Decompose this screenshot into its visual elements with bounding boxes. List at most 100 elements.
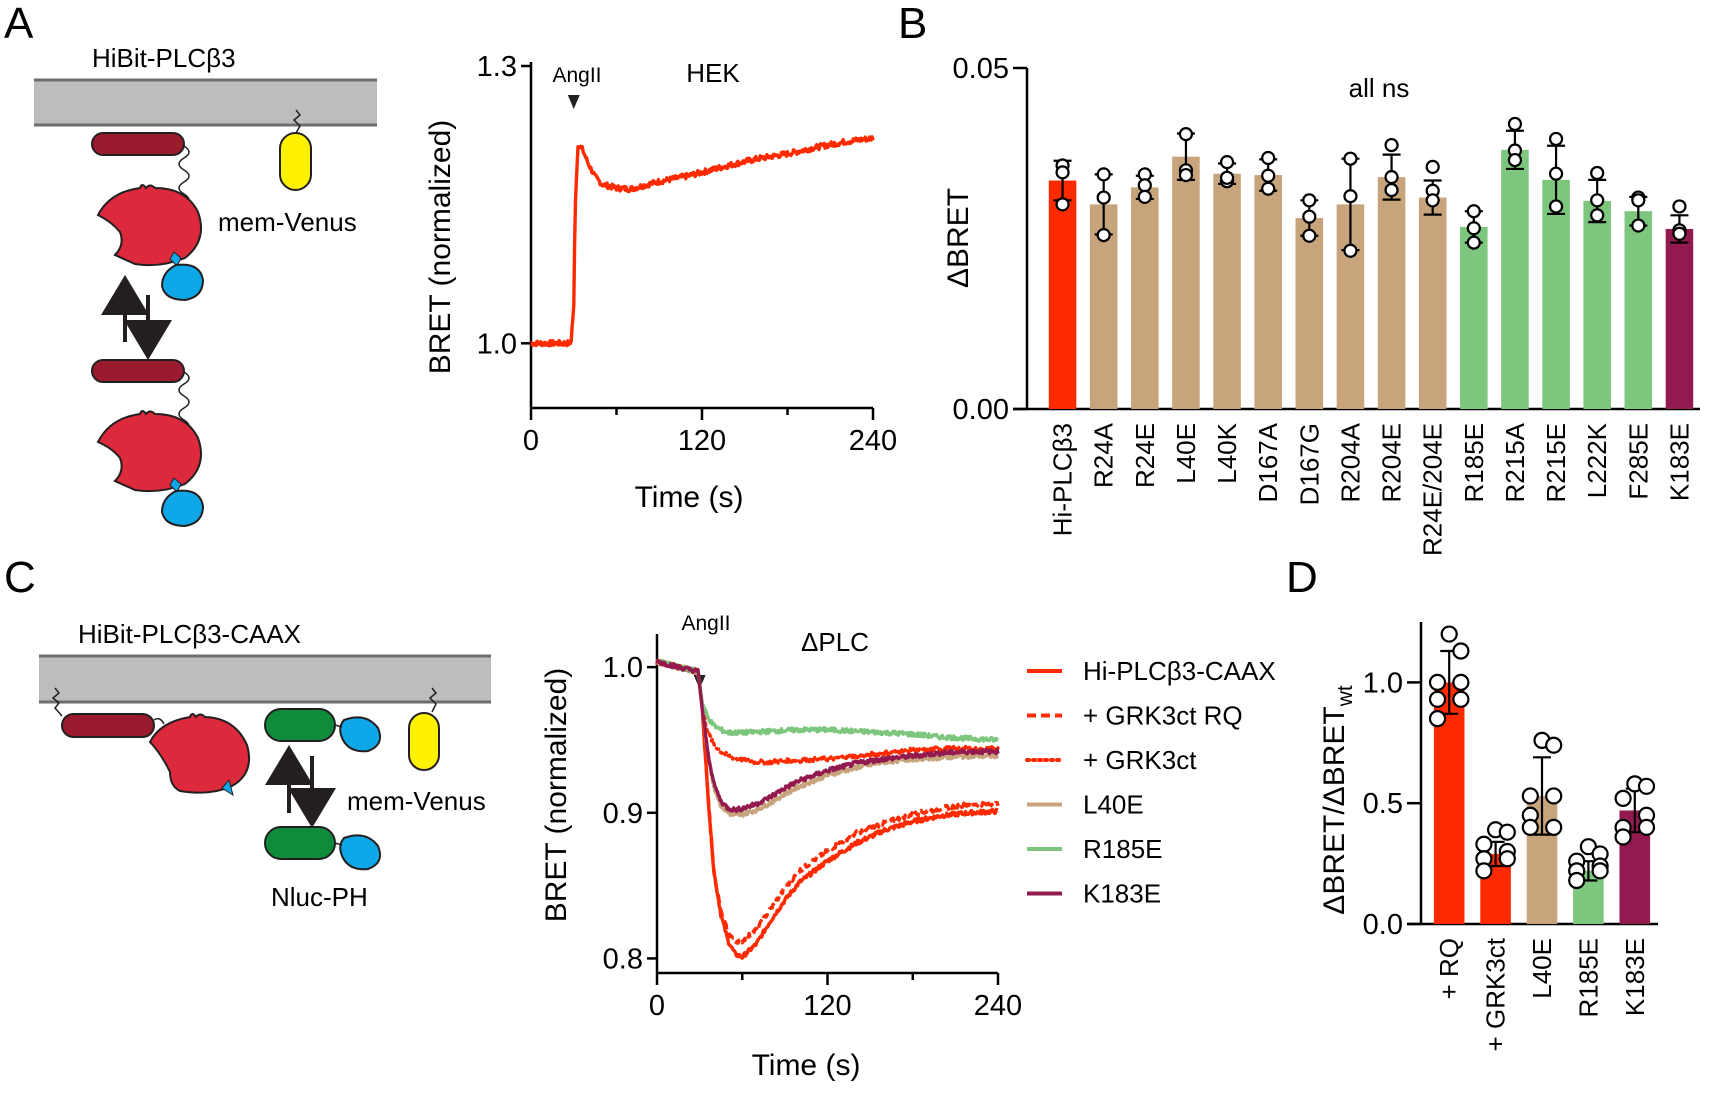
x-category-label: R204A	[1335, 422, 1365, 502]
data-point	[1428, 710, 1447, 728]
membrane-a	[34, 78, 377, 127]
data-point	[1545, 787, 1563, 805]
panel-letter-b: B	[898, 0, 927, 48]
legend-label: R185E	[1083, 834, 1163, 864]
data-point	[1631, 218, 1646, 233]
plc-linker-domain-icon	[61, 713, 155, 738]
plot-area	[1048, 116, 1694, 409]
data-point	[1055, 197, 1070, 212]
data-point	[1498, 850, 1516, 868]
x-tick-label: 0	[649, 990, 665, 1022]
x-tick-label: 240	[974, 990, 1022, 1022]
legend-label: L40E	[1083, 790, 1144, 820]
x-category-label: R185E	[1459, 423, 1489, 503]
data-point	[1614, 789, 1632, 807]
panel-letter-c: C	[4, 553, 36, 602]
data-point	[1425, 193, 1440, 208]
data-point	[1343, 189, 1358, 204]
data-point	[1498, 823, 1516, 841]
data-point	[1591, 862, 1609, 880]
x-category-label: F285E	[1623, 423, 1653, 500]
y-tick-label: 1.0	[1363, 667, 1403, 699]
data-point	[1614, 828, 1632, 846]
x-category-label: D167A	[1253, 422, 1283, 502]
data-point	[1548, 166, 1564, 181]
legend-label: + GRK3ct	[1083, 745, 1197, 775]
data-point	[1428, 690, 1447, 708]
data-point	[1219, 170, 1235, 185]
lipid-anchor-venus-c	[428, 687, 438, 713]
y-axis-label: ΔBRET	[942, 188, 975, 288]
data-point	[1302, 228, 1317, 243]
data-point	[1096, 190, 1111, 205]
panel-c: C HiBit-PLCβ3-CAAX Nluc-PH mem-Venus	[4, 553, 491, 912]
lipid-anchor-venus-a	[292, 109, 302, 134]
y-axis-label-subscript: wt	[1334, 685, 1357, 707]
panel-a-chart: BRET (normalized) Time (s) AngII HEK 1.0…	[424, 51, 897, 514]
data-point	[1302, 209, 1317, 224]
data-point	[1631, 193, 1646, 208]
data-point	[1672, 199, 1687, 214]
data-point	[1507, 152, 1523, 168]
data-point	[1096, 167, 1111, 182]
series-line-r185e	[655, 658, 1000, 743]
axes: 0.0 0.5 1.0 + RQ + GRK3ct L40E R185E K183E	[1363, 622, 1658, 1051]
x-category-label: D167G	[1294, 423, 1324, 505]
bar	[1501, 149, 1529, 409]
venus-icon	[408, 712, 440, 771]
y-axis-label-main: ΔBRET/ΔBRET	[1318, 706, 1351, 914]
series-line-hibit-plc-3	[530, 135, 875, 348]
construct-label-a: HiBit-PLCβ3	[92, 43, 236, 73]
data-point	[1452, 642, 1470, 660]
legend-label: K183E	[1083, 879, 1161, 909]
x-category-label: K183E	[1620, 938, 1650, 1016]
series-line-k183e	[655, 658, 1000, 814]
bar	[1172, 156, 1200, 409]
caax-lipid-anchor	[51, 687, 63, 717]
x-tick-label: 240	[849, 425, 897, 457]
panel-b-chart: B ΔBRET all ns 0.00 0.05 Hi-PLCβ3 R24A R24E L…	[898, 0, 1700, 556]
bar	[1665, 228, 1694, 409]
x-category-label: L40E	[1527, 938, 1557, 999]
x-tick-label: 120	[803, 990, 851, 1022]
y-axis-label: BRET (normalized)	[424, 120, 457, 375]
bar	[1254, 175, 1282, 409]
series-line--grk3ct	[655, 657, 1000, 766]
legend: Hi-PLCβ3-CAAX + GRK3ct RQ + GRK3ct L40E R185…	[1025, 656, 1276, 909]
bar	[1295, 218, 1324, 409]
series-line--grk3ct-rq	[655, 658, 1000, 945]
y-tick-label: 0.8	[603, 943, 643, 975]
x-category-label: K183E	[1664, 423, 1694, 501]
data-point	[1219, 155, 1235, 170]
stimulus-annotation: AngII	[681, 612, 730, 635]
bar	[1624, 211, 1653, 409]
data-point	[1137, 189, 1152, 204]
y-tick-label: 0.5	[1363, 788, 1403, 820]
data-point	[1384, 137, 1399, 153]
y-tick-label: 1.3	[477, 51, 517, 83]
plc-linker-domain-icon	[91, 359, 185, 383]
x-axis-label: Time (s)	[752, 1049, 861, 1082]
data-point	[1545, 818, 1563, 836]
data-point	[1590, 193, 1605, 208]
data-point	[1590, 208, 1605, 223]
data-point	[1475, 862, 1493, 880]
x-axis-label: Time (s)	[635, 481, 744, 514]
data-point	[1096, 227, 1111, 243]
construct-label-c: HiBit-PLCβ3-CAAX	[78, 619, 301, 649]
bar	[1213, 173, 1241, 409]
y-tick-label: 0.9	[603, 798, 643, 830]
stimulus-marker-icon	[567, 95, 580, 109]
plc-catalytic-core-icon	[96, 184, 202, 267]
x-category-label: + GRK3ct	[1481, 937, 1511, 1051]
data-point	[1507, 116, 1523, 132]
data-point	[1568, 871, 1586, 890]
y-tick-label: 0.0	[1363, 909, 1403, 941]
x-tick-label: 120	[678, 425, 726, 457]
x-category-label: + RQ	[1434, 938, 1464, 999]
bar	[1418, 197, 1447, 409]
panel-d-chart: D ΔBRET/ΔBRETwt 0.0 0.5 1.0 + RQ + GRK3ct L40…	[1286, 553, 1658, 1051]
data-point	[1343, 151, 1358, 166]
data-point	[1545, 736, 1563, 754]
x-category-label: R24A	[1089, 422, 1119, 488]
